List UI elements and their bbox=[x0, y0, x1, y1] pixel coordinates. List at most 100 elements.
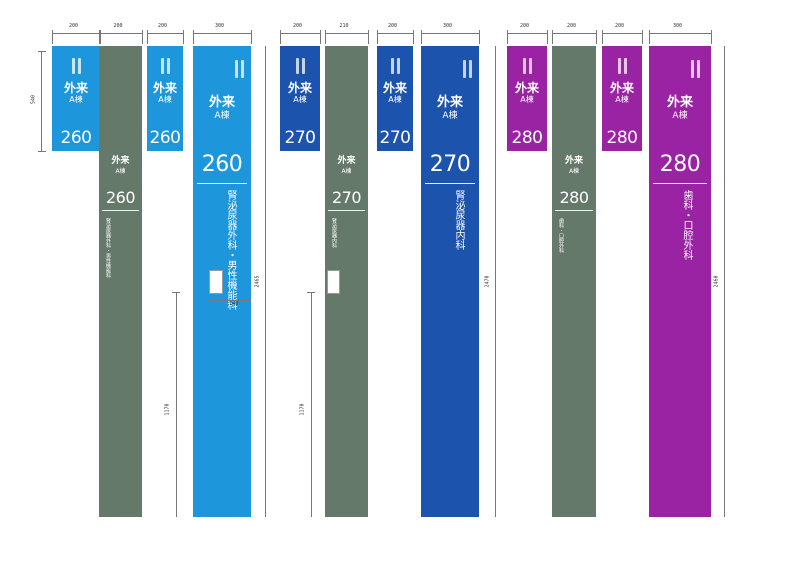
dimension-line bbox=[552, 30, 553, 44]
width-dimension-label: 200 bbox=[293, 23, 303, 29]
room-number: 270 bbox=[284, 128, 316, 148]
total-height-label: 2460 bbox=[713, 275, 720, 288]
dimension-line bbox=[602, 33, 642, 34]
width-dimension-label: 200 bbox=[113, 23, 123, 29]
building-label: 外来 bbox=[152, 81, 177, 95]
room-number: 260 bbox=[60, 128, 92, 148]
sign-panel-7: 外来 A棟 270 bbox=[377, 46, 413, 151]
department-name: 腎泌尿器外科・男性機能科 bbox=[225, 190, 236, 310]
sign-panel-1: 外来 A棟 260 bbox=[52, 46, 100, 151]
sign-panel-12: 外来 A棟 280 歯科・口腔外科 bbox=[649, 46, 711, 517]
dimension-line bbox=[52, 30, 53, 44]
sign-panel-4: 外来 A棟 260 腎泌尿器外科・男性機能科 bbox=[193, 46, 251, 517]
sign-panel-2: 外来 A棟 260 腎泌尿器外科・男性機能科 bbox=[99, 46, 142, 517]
dimension-line bbox=[307, 292, 315, 293]
width-dimension-label: 210 bbox=[339, 23, 349, 29]
building-label: 外来 bbox=[609, 81, 634, 95]
double-bar-icon bbox=[463, 60, 479, 78]
double-bar-icon bbox=[377, 58, 413, 74]
width-dimension-label: 300 bbox=[215, 23, 225, 29]
dimension-line bbox=[421, 33, 479, 34]
dimension-line bbox=[649, 33, 711, 34]
dimension-line bbox=[642, 30, 643, 44]
dimension-line bbox=[99, 30, 100, 44]
dimension-line bbox=[711, 30, 712, 44]
dimension-line bbox=[41, 51, 42, 151]
mount-height-label: 1170 bbox=[299, 403, 306, 416]
sign-panel-9: 外来 A棟 280 bbox=[507, 46, 547, 151]
dimension-line bbox=[596, 30, 597, 44]
dimension-line bbox=[325, 33, 368, 34]
width-dimension-label: 300 bbox=[443, 23, 453, 29]
dimension-line bbox=[209, 300, 251, 301]
building-label: 外来 bbox=[514, 81, 539, 95]
dimension-line bbox=[320, 30, 321, 44]
building-sub-label: A棟 bbox=[520, 95, 534, 104]
dimension-line bbox=[368, 30, 369, 44]
dimension-line bbox=[377, 33, 413, 34]
building-sub-label: A棟 bbox=[615, 95, 629, 104]
building-sub-label: A棟 bbox=[341, 168, 352, 175]
department-name: 腎泌尿器外科・男性機能科 bbox=[105, 218, 111, 278]
building-label: 外来 bbox=[287, 81, 312, 95]
dimension-line bbox=[176, 292, 177, 517]
building-label: 外来 bbox=[564, 156, 583, 166]
double-bar-icon bbox=[52, 58, 100, 74]
dimension-line bbox=[147, 30, 148, 44]
double-bar-icon bbox=[507, 58, 547, 74]
dimension-line bbox=[193, 33, 251, 34]
window-cutout-2 bbox=[327, 270, 340, 294]
sign-panel-5: 外来 A棟 270 bbox=[280, 46, 320, 151]
divider-line bbox=[328, 210, 365, 211]
total-height-label: 2465 bbox=[254, 275, 261, 288]
total-height-label: 2470 bbox=[484, 275, 491, 288]
sign-panel-8: 外来 A棟 270 腎泌尿器内科 bbox=[421, 46, 479, 517]
dimension-line bbox=[99, 33, 142, 34]
divider-line bbox=[555, 210, 593, 211]
width-dimension-label: 200 bbox=[615, 23, 625, 29]
building-label: 外来 bbox=[436, 95, 463, 110]
dimension-line bbox=[38, 151, 46, 152]
sign-panel-10: 外来 A棟 280 歯科・口腔外科 bbox=[552, 46, 596, 517]
dimension-line bbox=[172, 292, 180, 293]
room-number: 270 bbox=[379, 128, 411, 148]
width-dimension-label: 200 bbox=[69, 23, 79, 29]
building-label: 外来 bbox=[111, 156, 130, 166]
department-name: 歯科・口腔外科 bbox=[681, 190, 692, 260]
building-label: 外来 bbox=[666, 95, 693, 110]
double-bar-icon bbox=[147, 58, 183, 74]
dimension-line bbox=[552, 33, 596, 34]
dimension-line bbox=[377, 30, 378, 44]
dimension-line bbox=[280, 30, 281, 44]
dimension-line bbox=[142, 30, 143, 44]
dimension-line bbox=[495, 46, 496, 517]
dimension-line bbox=[52, 33, 100, 34]
sign-panel-3: 外来 A棟 260 bbox=[147, 46, 183, 151]
double-bar-icon bbox=[691, 60, 711, 78]
window-dimension-label: 140 bbox=[229, 301, 239, 307]
building-sub-label: A棟 bbox=[568, 168, 580, 175]
dimension-line bbox=[413, 30, 414, 44]
room-number: 270 bbox=[331, 188, 362, 207]
room-number: 270 bbox=[429, 152, 471, 177]
building-sub-label: A棟 bbox=[442, 111, 458, 121]
width-dimension-label: 200 bbox=[388, 23, 398, 29]
department-name: 腎泌尿器内科 bbox=[331, 218, 337, 248]
department-name: 歯科・口腔外科 bbox=[558, 218, 564, 253]
dimension-line bbox=[38, 51, 46, 52]
building-sub-label: A棟 bbox=[293, 95, 307, 104]
width-dimension-label: 300 bbox=[673, 23, 683, 29]
mount-height-label: 1170 bbox=[164, 403, 171, 416]
dimension-line bbox=[265, 46, 266, 517]
building-label: 外来 bbox=[208, 95, 235, 110]
width-dimension-label: 200 bbox=[520, 23, 530, 29]
room-number: 280 bbox=[511, 128, 543, 148]
dimension-line bbox=[724, 46, 725, 517]
building-label: 外来 bbox=[63, 81, 88, 95]
dimension-line bbox=[421, 30, 422, 44]
dimension-line bbox=[147, 33, 183, 34]
divider-line bbox=[653, 183, 707, 184]
divider-line bbox=[425, 183, 475, 184]
building-sub-label: A棟 bbox=[115, 168, 126, 175]
